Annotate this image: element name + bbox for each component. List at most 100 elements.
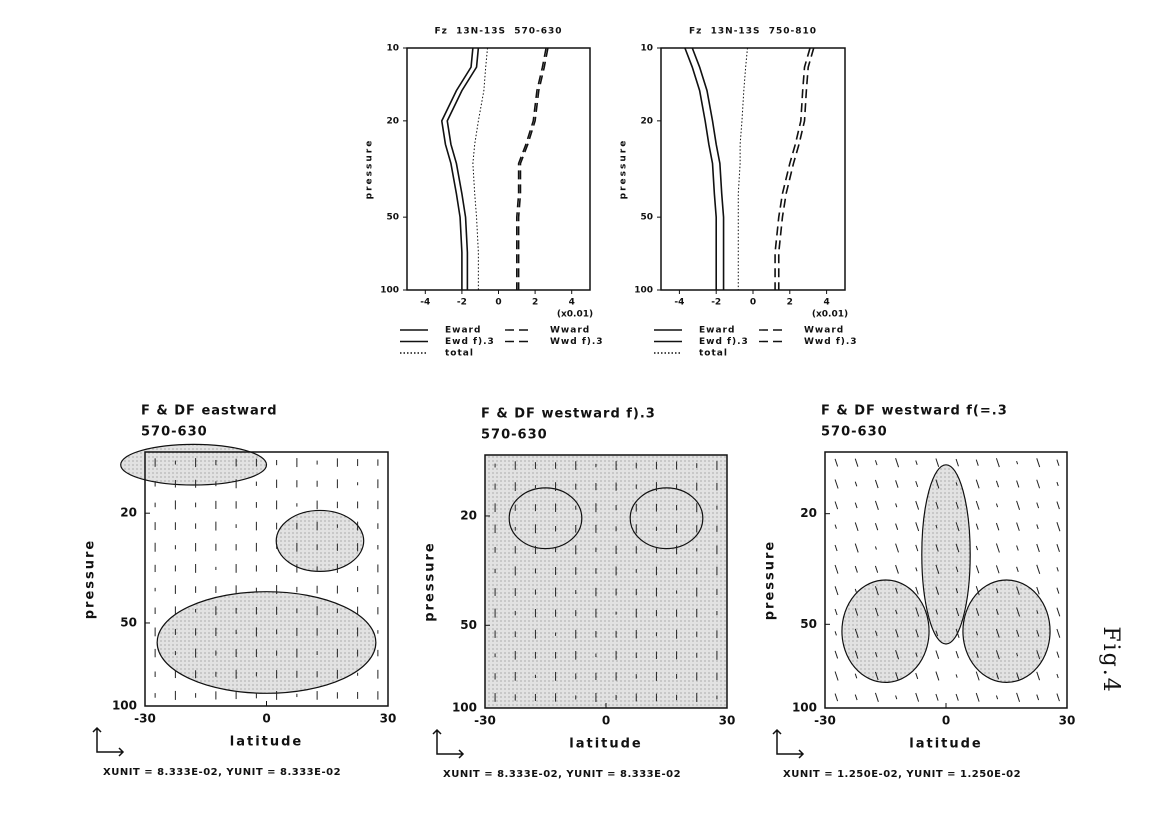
chart-title: F & DF westward f(=.3 <box>821 404 1008 419</box>
chart-title: Fz 13N-13S 570-630 <box>434 27 562 37</box>
shading <box>485 455 727 708</box>
legend-label: total <box>699 349 728 359</box>
vector-arrow <box>975 671 980 681</box>
vector-arrow <box>995 522 1000 531</box>
vector-arrow <box>854 588 857 593</box>
x-tick-label: 2 <box>787 298 793 308</box>
vector-arrow <box>895 609 898 615</box>
vector-arrow <box>1036 479 1041 489</box>
vector-arrow <box>874 692 879 702</box>
vector-arrow <box>955 543 960 553</box>
vector-arrow <box>895 543 899 553</box>
vector-arrow <box>834 479 839 489</box>
y-tick-label: 20 <box>120 506 137 520</box>
legend-label: Wward <box>550 326 590 336</box>
vector-arrow <box>874 523 879 531</box>
x-tick-label: 0 <box>750 298 756 308</box>
vector-arrow <box>935 693 939 701</box>
vector-arrow <box>975 631 979 636</box>
series-line <box>517 47 549 290</box>
vector-arrow <box>915 607 920 617</box>
vector-arrow <box>915 629 919 638</box>
shaded-region <box>921 464 971 645</box>
vector-arrow <box>1016 460 1019 465</box>
y-axis-label: pressure <box>365 139 375 200</box>
y-axis-label: pressure <box>763 540 778 621</box>
x-axis-label: latitude <box>230 735 304 750</box>
y-tick-label: 50 <box>800 617 817 631</box>
series-line <box>774 47 811 290</box>
unit-arrows <box>92 726 125 757</box>
vector-arrow <box>834 564 839 574</box>
vector-arrow <box>915 480 919 488</box>
vector-arrow <box>955 501 959 509</box>
vector-arrow <box>935 544 939 552</box>
vector-arrow <box>834 544 838 552</box>
vector-arrow <box>1056 587 1060 594</box>
chart-title: F & DF eastward <box>141 404 278 419</box>
vector-arrow <box>955 607 960 617</box>
vector-arrow <box>854 694 858 701</box>
unit-footer: XUNIT = 1.250E-02, YUNIT = 1.250E-02 <box>783 769 1021 780</box>
vector-arrow <box>1016 586 1020 595</box>
vector-arrow <box>1056 501 1060 510</box>
vector-arrow <box>834 458 839 467</box>
vector-arrow <box>915 672 919 680</box>
x-axis-label: latitude <box>909 737 983 752</box>
vector-arrow <box>995 480 1000 488</box>
vector-arrow <box>1016 629 1020 637</box>
vector-arrow <box>895 564 899 574</box>
vector-arrow <box>1056 481 1059 487</box>
chart-subtitle: 570-630 <box>821 425 888 440</box>
vector-arrow <box>955 693 959 701</box>
vector-arrow <box>975 479 980 489</box>
x-tick-label: -4 <box>674 298 684 308</box>
vector-arrow <box>874 500 879 510</box>
vector-arrow <box>834 650 839 659</box>
x-tick-label: 30 <box>1059 714 1076 728</box>
vector-arrow <box>1056 544 1060 552</box>
vector-arrow <box>854 481 858 487</box>
vector-arrow <box>935 501 939 509</box>
vector-arrow <box>895 695 898 700</box>
vector-arrow <box>955 458 959 467</box>
x-tick-label: 0 <box>942 714 950 728</box>
vector-arrow <box>995 543 1000 553</box>
legend-label: Wwd f).3 <box>550 337 604 347</box>
y-tick-label: 50 <box>120 615 137 629</box>
vector-arrow <box>915 500 920 510</box>
vector-arrow <box>874 460 878 466</box>
vector-arrow <box>915 544 919 552</box>
vector-arrow <box>834 608 838 616</box>
vector-arrow <box>895 672 899 680</box>
shaded-region <box>841 579 930 684</box>
x-axis-label: latitude <box>569 737 643 752</box>
vector-arrow <box>895 480 899 488</box>
vector-arrow <box>975 523 979 530</box>
vector-arrow <box>1016 545 1019 551</box>
vector-arrow <box>935 524 938 529</box>
vector-arrow <box>935 586 940 595</box>
vector-arrow <box>955 588 959 594</box>
vector-arrow <box>935 479 940 489</box>
legend-label: Ewd f).3 <box>445 337 495 347</box>
vector-arrow <box>1036 694 1040 701</box>
vector-arrow <box>834 501 839 510</box>
series-line <box>516 47 547 290</box>
vector-arrow <box>1056 522 1061 532</box>
y-tick-label: 10 <box>640 44 653 54</box>
vector-arrow <box>1056 693 1060 702</box>
vector-arrow <box>955 482 958 486</box>
vector-arrow <box>1016 500 1021 510</box>
chart-title: Fz 13N-13S 750-810 <box>689 27 817 37</box>
vector-arrow <box>874 652 878 658</box>
vector-arrow <box>995 565 1000 574</box>
vector-arrow <box>1036 586 1040 595</box>
vector-arrow <box>1036 610 1039 614</box>
y-tick-label: 100 <box>634 286 653 296</box>
vector-arrow <box>1016 480 1020 488</box>
x-tick-label: -30 <box>474 714 496 728</box>
x-tick-label: 4 <box>823 298 829 308</box>
vector-arrow <box>854 565 858 573</box>
unit-arrows <box>432 728 465 759</box>
